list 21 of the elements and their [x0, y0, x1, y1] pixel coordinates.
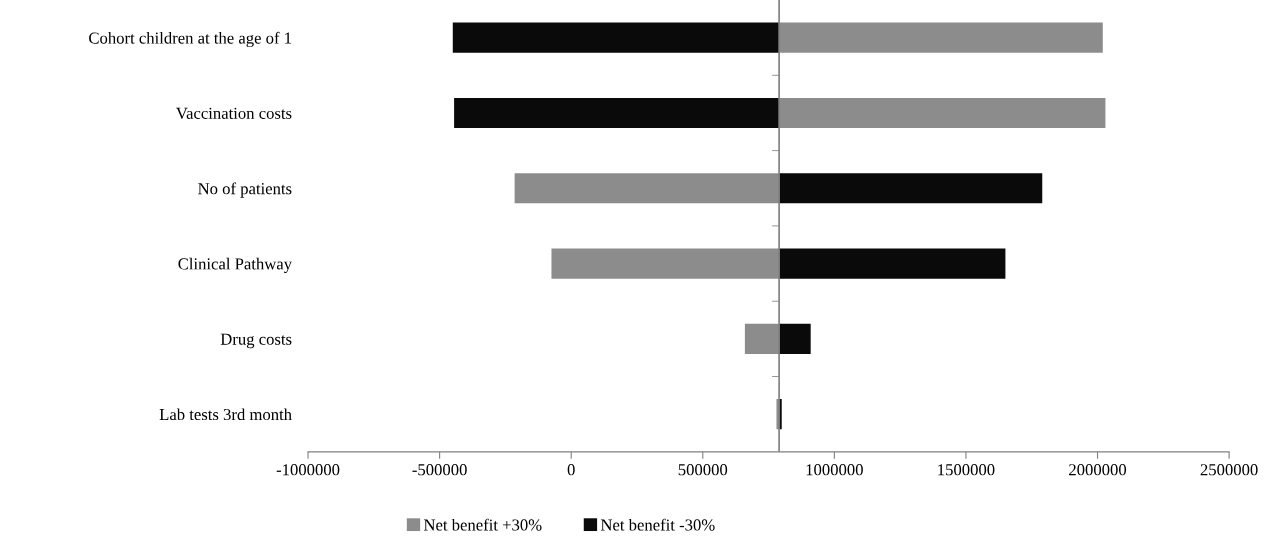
x-tick-label: 500000 [678, 464, 728, 476]
y-tick-label: No of patients [198, 182, 292, 198]
bar [452, 22, 780, 53]
y-tick-label: Clinical Pathway [178, 257, 292, 273]
legend-label: Net benefit +30% [423, 518, 542, 531]
x-tick-label: -500000 [412, 464, 467, 476]
y-tick-label: Lab tests 3rd month [159, 408, 292, 421]
x-tick-label: 1000000 [806, 464, 863, 476]
bar [779, 248, 1006, 279]
bar [779, 323, 811, 354]
bar [454, 97, 780, 129]
y-tick-label: Drug costs [220, 333, 292, 349]
x-tick-label: 2000000 [1069, 464, 1127, 476]
bar [779, 173, 1043, 204]
legend-label: Net benefit -30% [600, 518, 715, 531]
x-tick-label: 1500000 [938, 464, 995, 476]
x-tick-label: 2500000 [1200, 464, 1258, 476]
y-tick-label: Cohort children at the age of 1 [89, 31, 292, 48]
y-tick-label: Vaccination costs [176, 107, 292, 119]
x-tick-label: 0 [567, 464, 575, 476]
x-tick-label: -1000000 [276, 464, 340, 476]
